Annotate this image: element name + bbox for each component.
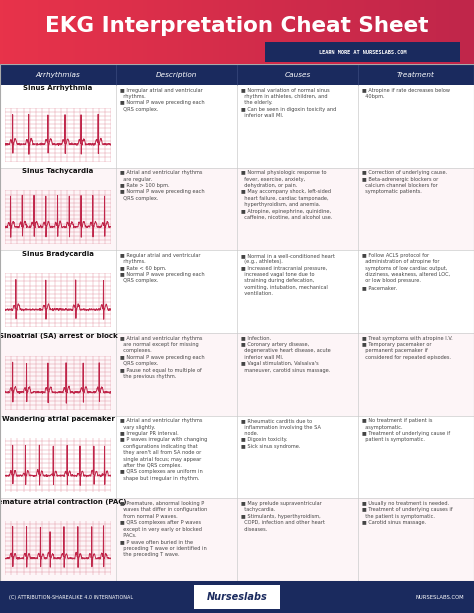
Text: LEARN MORE AT NURSESLABS.COM: LEARN MORE AT NURSESLABS.COM xyxy=(319,50,406,55)
Bar xyxy=(0,64,474,85)
Text: ■ Infection.
■ Coronary artery disease,
  degenerative heart disease, acute
  in: ■ Infection. ■ Coronary artery disease, … xyxy=(241,335,330,373)
Text: ■ Atrial and ventricular rhythms
  vary slightly.
■ Irregular PR interval.
■ P w: ■ Atrial and ventricular rhythms vary sl… xyxy=(120,418,207,481)
Text: ■ Treat symptoms with atropine I.V.
■ Temporary pacemaker or
  permanent pacemak: ■ Treat symptoms with atropine I.V. ■ Te… xyxy=(362,335,452,360)
FancyBboxPatch shape xyxy=(194,585,280,609)
Text: ■ Premature, abnormal looking P
  waves that differ in configuration
  from norm: ■ Premature, abnormal looking P waves th… xyxy=(120,501,207,557)
Text: ■ Follow ACLS protocol for
  administration of atropine for
  symptoms of low ca: ■ Follow ACLS protocol for administratio… xyxy=(362,253,450,290)
Text: Treatment: Treatment xyxy=(397,72,435,78)
Bar xyxy=(0,250,474,333)
Text: Causes: Causes xyxy=(284,72,310,78)
Text: Sinus Arrhythmia: Sinus Arrhythmia xyxy=(23,85,93,91)
Text: Sinus Bradycardia: Sinus Bradycardia xyxy=(22,251,94,257)
Text: Wandering atrial pacemaker: Wandering atrial pacemaker xyxy=(1,416,115,422)
Text: ■ Normal variation of normal sinus
  rhythm in athletes, children, and
  the eld: ■ Normal variation of normal sinus rhyth… xyxy=(241,88,336,118)
Bar xyxy=(0,85,474,168)
Text: ■ Rheumatic carditis due to
  inflammation involving the SA
  node.
■ Digoxin to: ■ Rheumatic carditis due to inflammation… xyxy=(241,418,321,449)
Text: ■ Correction of underlying cause.
■ Beta-adrenergic blockers or
  calcium channe: ■ Correction of underlying cause. ■ Beta… xyxy=(362,170,447,194)
Bar xyxy=(0,333,474,416)
Text: ■ No treatment if patient is
  asymptomatic.
■ Treatment of underlying cause if
: ■ No treatment if patient is asymptomati… xyxy=(362,418,450,443)
Text: Description: Description xyxy=(156,72,197,78)
Bar xyxy=(0,416,474,498)
Text: ■ Atrial and ventricular rhythms
  are regular.
■ Rate > 100 bpm.
■ Normal P wav: ■ Atrial and ventricular rhythms are reg… xyxy=(120,170,205,201)
Text: ■ Normal physiologic response to
  fever, exercise, anxiety,
  dehydration, or p: ■ Normal physiologic response to fever, … xyxy=(241,170,332,220)
Text: Nurseslabs: Nurseslabs xyxy=(207,592,267,602)
Text: ■ May prelude supraventricular
  tachycardia.
■ Stimulants, hyperthyroidism,
  C: ■ May prelude supraventricular tachycard… xyxy=(241,501,325,531)
Text: Sinus Tachycardia: Sinus Tachycardia xyxy=(22,168,94,174)
FancyBboxPatch shape xyxy=(265,42,460,62)
Text: ■ Atropine if rate decreases below
  40bpm.: ■ Atropine if rate decreases below 40bpm… xyxy=(362,88,450,99)
Bar xyxy=(0,168,474,250)
Text: ■ Usually no treatment is needed.
■ Treatment of underlying causes if
  the pati: ■ Usually no treatment is needed. ■ Trea… xyxy=(362,501,452,525)
Text: ■ Normal in a well-conditioned heart
  (e.g., athletes).
■ Increased intracrania: ■ Normal in a well-conditioned heart (e.… xyxy=(241,253,335,296)
Text: Arrhythmias: Arrhythmias xyxy=(36,72,81,78)
Bar xyxy=(0,498,474,581)
Text: ■ Atrial and ventricular rhythms
  are normal except for missing
  complexes.
■ : ■ Atrial and ventricular rhythms are nor… xyxy=(120,335,205,379)
Text: Sinoatrial (SA) arrest or block: Sinoatrial (SA) arrest or block xyxy=(0,333,118,340)
Text: (C) ATTRIBUTION-SHAREALIKE 4.0 INTERNATIONAL: (C) ATTRIBUTION-SHAREALIKE 4.0 INTERNATI… xyxy=(9,595,134,600)
Text: Premature atrial contraction (PAC): Premature atrial contraction (PAC) xyxy=(0,499,127,505)
Text: EKG Interpretation Cheat Sheet: EKG Interpretation Cheat Sheet xyxy=(45,16,429,36)
Text: NURSESLABS.COM: NURSESLABS.COM xyxy=(416,595,465,600)
Text: ■ Regular atrial and ventricular
  rhythms.
■ Rate < 60 bpm.
■ Normal P wave pre: ■ Regular atrial and ventricular rhythms… xyxy=(120,253,205,283)
Text: ■ Irregular atrial and ventricular
  rhythms.
■ Normal P wave preceding each
  Q: ■ Irregular atrial and ventricular rhyth… xyxy=(120,88,205,112)
